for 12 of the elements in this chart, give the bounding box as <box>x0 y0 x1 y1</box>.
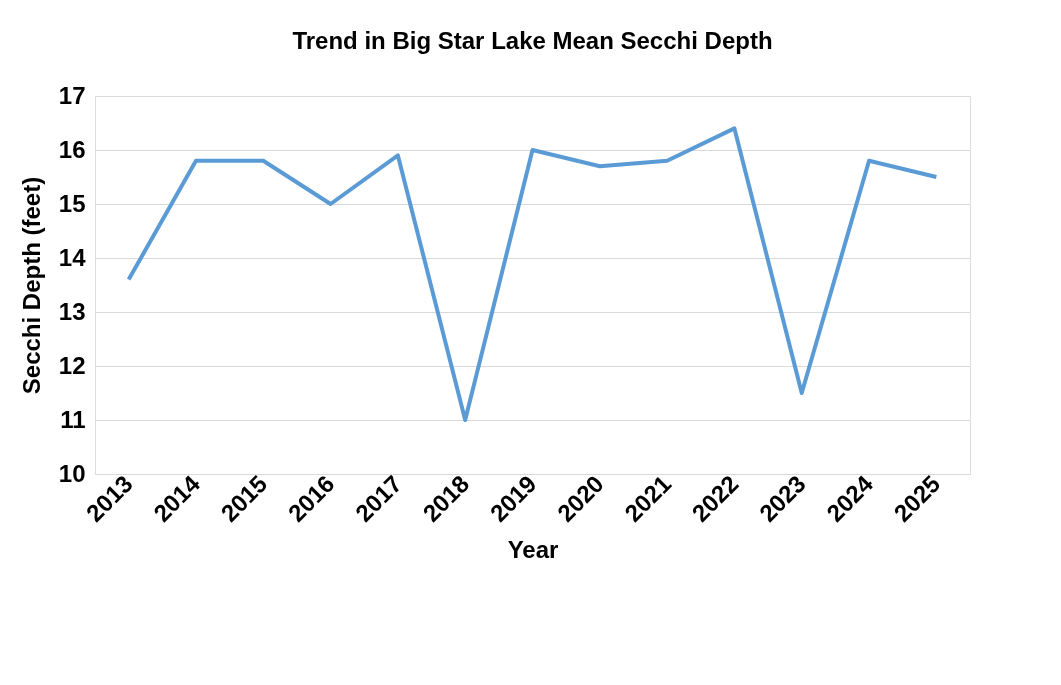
y-tick-label: 14 <box>58 243 87 271</box>
x-axis-title: Year <box>507 535 559 563</box>
chart-title: Trend in Big Star Lake Mean Secchi Depth <box>292 27 773 54</box>
y-axis-title: Secchi Depth (feet) <box>17 176 45 395</box>
y-tick-label: 17 <box>58 81 86 109</box>
line-series <box>126 126 939 422</box>
y-tick-label: 16 <box>58 135 86 163</box>
y-tick-label: 10 <box>58 459 86 487</box>
y-tick-label: 11 <box>60 405 86 433</box>
y-tick-label: 15 <box>58 189 86 217</box>
y-tick-label: 13 <box>58 297 86 325</box>
y-tick-label: 12 <box>58 351 86 379</box>
